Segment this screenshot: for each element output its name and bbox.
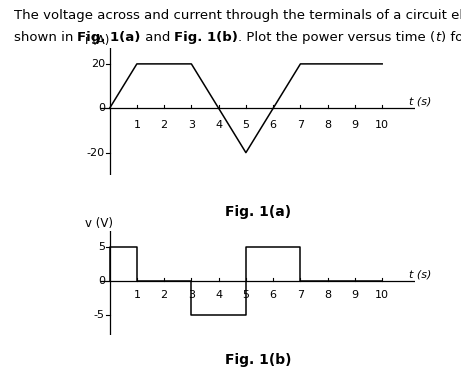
Text: 9: 9 — [351, 120, 359, 130]
Text: 6: 6 — [270, 291, 277, 301]
Text: v (V): v (V) — [84, 217, 112, 230]
Text: 8: 8 — [324, 120, 331, 130]
Text: 1: 1 — [133, 291, 140, 301]
Text: 0: 0 — [99, 276, 106, 286]
Text: Fig. 1(a): Fig. 1(a) — [225, 205, 291, 219]
Text: Fig. 1(b): Fig. 1(b) — [225, 353, 291, 368]
Text: 7: 7 — [297, 291, 304, 301]
Text: 1: 1 — [133, 120, 140, 130]
Text: shown in: shown in — [14, 31, 77, 44]
Text: Fig. 1(a): Fig. 1(a) — [77, 31, 141, 44]
Text: 5: 5 — [242, 291, 249, 301]
Text: t (s): t (s) — [409, 269, 432, 279]
Text: 3: 3 — [188, 291, 195, 301]
Text: t: t — [436, 31, 441, 44]
Text: 8: 8 — [324, 291, 331, 301]
Text: The voltage across and current through the terminals of a circuit element are: The voltage across and current through t… — [14, 9, 461, 22]
Text: 0: 0 — [99, 103, 106, 113]
Text: -20: -20 — [87, 148, 105, 158]
Text: . Plot the power versus time (: . Plot the power versus time ( — [238, 31, 436, 44]
Text: 10: 10 — [375, 120, 389, 130]
Text: 10: 10 — [375, 291, 389, 301]
Text: 4: 4 — [215, 291, 222, 301]
Text: 2: 2 — [160, 291, 168, 301]
Text: ) for 0 ≤: ) for 0 ≤ — [441, 31, 461, 44]
Text: 5: 5 — [242, 120, 249, 130]
Text: 5: 5 — [98, 243, 105, 253]
Text: 7: 7 — [297, 120, 304, 130]
Text: and: and — [141, 31, 174, 44]
Text: 3: 3 — [188, 120, 195, 130]
Text: 9: 9 — [351, 291, 359, 301]
Text: i (A): i (A) — [84, 34, 109, 47]
Text: t (s): t (s) — [409, 96, 432, 106]
Text: 6: 6 — [270, 120, 277, 130]
Text: 2: 2 — [160, 120, 168, 130]
Text: Fig. 1(b): Fig. 1(b) — [174, 31, 238, 44]
Text: 4: 4 — [215, 120, 222, 130]
Text: 20: 20 — [91, 59, 105, 69]
Text: -5: -5 — [94, 310, 105, 320]
